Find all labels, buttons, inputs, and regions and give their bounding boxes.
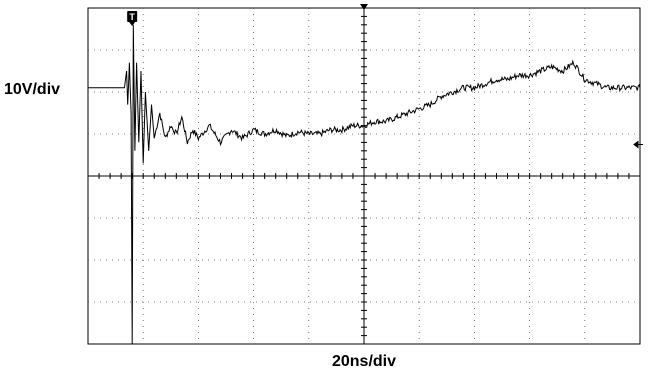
trigger-marker-pointer [129, 22, 136, 26]
vertical-scale-label: 10V/div [4, 81, 60, 98]
trigger-position-marker [360, 4, 368, 10]
trigger-marker-label: T [129, 12, 135, 22]
trigger-level-marker: T [127, 11, 138, 26]
trigger-marker-box [127, 11, 138, 22]
horizontal-scale-label: 20ns/div [332, 353, 396, 370]
graticule [87, 7, 641, 345]
waveform-trace [88, 24, 641, 345]
left-arrow-icon [633, 140, 643, 149]
trigger-arrow-icon [360, 4, 368, 10]
